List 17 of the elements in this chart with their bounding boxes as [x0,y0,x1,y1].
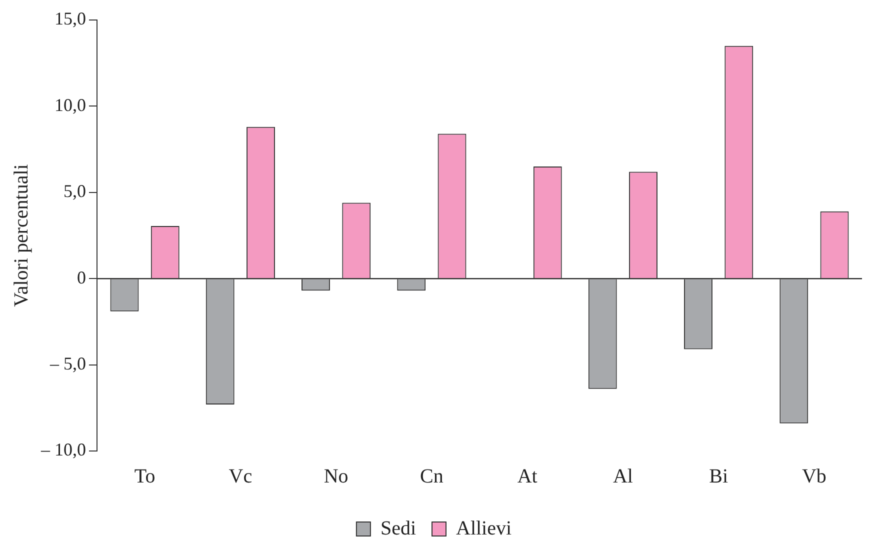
y-axis-title: Valori percentuali [10,164,32,307]
y-tick-label: 0 [77,267,86,288]
x-tick-label: At [517,465,538,488]
x-tick-label: Al [612,465,634,488]
x-tick-label: No [324,465,348,488]
x-tick-label: To [134,465,156,488]
x-tick-label: Vb [802,465,826,488]
legend-label: Sedi [380,517,416,540]
y-tick-label: – 10,0 [40,440,86,460]
x-tick-label: Cn [420,465,444,488]
x-tick-label: Vc [228,465,252,488]
y-tick-label: 10,0 [54,94,86,115]
legend-label: Allievi [456,517,512,540]
y-tick-label: 15,0 [54,8,86,29]
y-tick-label: 5,0 [64,181,86,202]
y-tick-label: – 5,0 [49,354,86,374]
x-tick-label: Bi [709,465,728,488]
